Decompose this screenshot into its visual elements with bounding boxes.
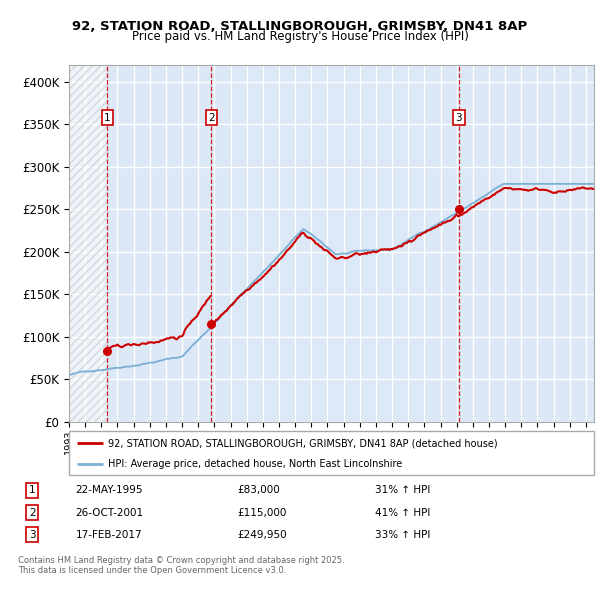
Text: 41% ↑ HPI: 41% ↑ HPI xyxy=(375,507,430,517)
Text: 92, STATION ROAD, STALLINGBOROUGH, GRIMSBY, DN41 8AP (detached house): 92, STATION ROAD, STALLINGBOROUGH, GRIMS… xyxy=(109,438,498,448)
Text: 26-OCT-2001: 26-OCT-2001 xyxy=(76,507,144,517)
Text: 1: 1 xyxy=(29,485,36,495)
Text: 1: 1 xyxy=(104,113,111,123)
Text: £249,950: £249,950 xyxy=(237,530,287,540)
Text: 22-MAY-1995: 22-MAY-1995 xyxy=(76,485,143,495)
Text: 17-FEB-2017: 17-FEB-2017 xyxy=(76,530,142,540)
Text: HPI: Average price, detached house, North East Lincolnshire: HPI: Average price, detached house, Nort… xyxy=(109,459,403,469)
Text: 92, STATION ROAD, STALLINGBOROUGH, GRIMSBY, DN41 8AP: 92, STATION ROAD, STALLINGBOROUGH, GRIMS… xyxy=(73,20,527,33)
Text: Price paid vs. HM Land Registry's House Price Index (HPI): Price paid vs. HM Land Registry's House … xyxy=(131,30,469,43)
Text: Contains HM Land Registry data © Crown copyright and database right 2025.
This d: Contains HM Land Registry data © Crown c… xyxy=(18,556,344,575)
Text: £83,000: £83,000 xyxy=(237,485,280,495)
Text: 3: 3 xyxy=(29,530,36,540)
Text: 33% ↑ HPI: 33% ↑ HPI xyxy=(375,530,430,540)
Text: £115,000: £115,000 xyxy=(237,507,286,517)
Text: 3: 3 xyxy=(455,113,462,123)
Text: 2: 2 xyxy=(208,113,215,123)
Text: 2: 2 xyxy=(29,507,36,517)
Text: 31% ↑ HPI: 31% ↑ HPI xyxy=(375,485,430,495)
